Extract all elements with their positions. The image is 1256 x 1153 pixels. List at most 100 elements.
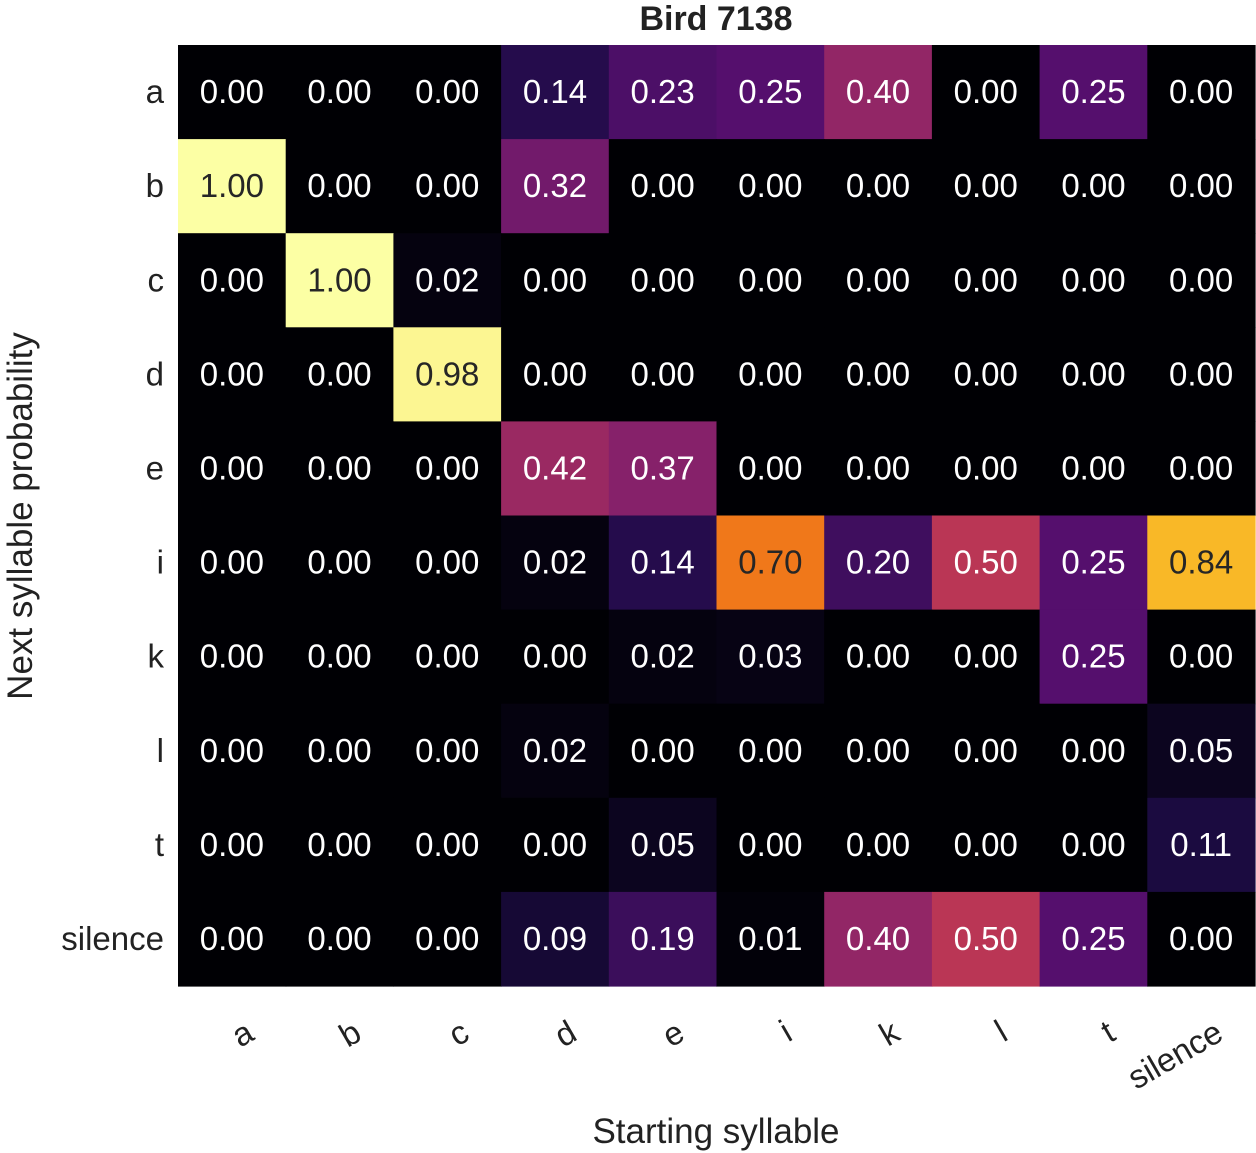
- heatmap-cell: [931, 421, 1041, 517]
- cell-value-label: 0.00: [1061, 826, 1125, 863]
- cell-value-label: 0.00: [307, 826, 371, 863]
- cell-value-label: 0.00: [738, 261, 802, 298]
- x-tick-label: b: [333, 1013, 367, 1054]
- cell-value-label: 0.70: [738, 544, 802, 581]
- cell-value-label: 0.00: [200, 449, 264, 486]
- cell-value-label: 0.00: [200, 732, 264, 769]
- x-tick-label: k: [873, 1013, 906, 1054]
- x-tick-label: e: [656, 1013, 690, 1054]
- heatmap-cell: [1039, 139, 1148, 234]
- heatmap-cell: [178, 797, 287, 893]
- x-tick-label: i: [773, 1013, 798, 1049]
- heatmap-cell: [1039, 797, 1148, 893]
- cell-value-label: 0.00: [738, 167, 802, 204]
- heatmap-cell: [501, 515, 610, 611]
- heatmap-cell: [824, 421, 933, 517]
- cell-value-label: 0.00: [200, 73, 264, 110]
- cell-value-label: 0.11: [1170, 826, 1232, 863]
- y-tick-label: b: [146, 167, 164, 204]
- cell-value-label: 0.40: [846, 73, 910, 110]
- cell-value-label: 0.25: [738, 73, 802, 110]
- heatmap-cell: [285, 327, 394, 422]
- cell-value-label: 0.14: [523, 73, 587, 110]
- cell-value-label: 0.00: [415, 449, 479, 486]
- cell-value-label: 0.00: [1061, 732, 1125, 769]
- y-tick-label: l: [157, 732, 164, 769]
- heatmap-cell: [824, 515, 933, 611]
- heatmap-cell: [1039, 327, 1148, 422]
- cell-value-label: 0.25: [1061, 73, 1125, 110]
- cell-value-label: 0.00: [523, 638, 587, 675]
- heatmap-cell: [285, 421, 394, 517]
- cell-value-label: 0.20: [846, 544, 910, 581]
- heatmap-cell: [931, 703, 1041, 799]
- cell-value-label: 0.00: [1169, 73, 1233, 110]
- heatmap-cell: [931, 609, 1041, 705]
- cell-value-label: 0.00: [523, 261, 587, 298]
- heatmap-cell: [393, 421, 502, 517]
- heatmap-cell: [824, 703, 933, 799]
- cell-value-label: 0.00: [200, 920, 264, 957]
- cell-value-label: 0.00: [631, 355, 695, 392]
- heatmap-cell: [608, 233, 718, 328]
- cell-value-label: 0.40: [846, 920, 910, 957]
- cell-value-label: 0.19: [631, 920, 695, 957]
- cell-value-label: 0.00: [415, 732, 479, 769]
- cell-value-label: 0.00: [415, 826, 479, 863]
- heatmap-cell: [1147, 703, 1256, 799]
- cell-value-label: 0.50: [954, 544, 1018, 581]
- cell-value-label: 0.00: [1061, 449, 1125, 486]
- heatmap-cell: [285, 139, 394, 234]
- cell-value-label: 0.00: [415, 544, 479, 581]
- cell-value-label: 0.00: [1169, 167, 1233, 204]
- cell-value-label: 0.00: [415, 638, 479, 675]
- cell-value-label: 0.00: [307, 638, 371, 675]
- cell-value-label: 0.05: [631, 826, 695, 863]
- cell-value-label: 0.00: [307, 355, 371, 392]
- cell-value-label: 0.25: [1061, 544, 1125, 581]
- heatmap-cell: [393, 327, 502, 422]
- heatmap-cell: [285, 515, 394, 611]
- heatmap-cell: [1147, 515, 1256, 611]
- y-tick-labels: a b c d e i k l t silence: [61, 73, 164, 957]
- cell-value-label: 0.01: [738, 920, 802, 957]
- cell-value-label: 0.00: [846, 638, 910, 675]
- heatmap-cell: [285, 797, 394, 893]
- heatmap-cell: [716, 45, 825, 140]
- cell-value-label: 0.84: [1169, 544, 1233, 581]
- x-tick-label: l: [988, 1013, 1013, 1049]
- heatmap-cell: [178, 609, 287, 705]
- cell-value-label: 0.00: [738, 826, 802, 863]
- cell-value-label: 0.00: [523, 826, 587, 863]
- y-tick-label: c: [148, 261, 165, 298]
- heatmap-cell: [1147, 797, 1256, 893]
- heatmap-cell: [716, 139, 825, 234]
- heatmap-cell: [393, 45, 502, 140]
- cell-value-label: 0.00: [200, 355, 264, 392]
- cell-value-label: 0.02: [523, 544, 587, 581]
- cell-value-label: 0.03: [738, 638, 802, 675]
- heatmap-cell: [178, 233, 287, 328]
- cell-value-label: 0.00: [200, 261, 264, 298]
- cell-value-label: 0.00: [1061, 167, 1125, 204]
- heatmap-cell: [393, 703, 502, 799]
- y-tick-label: a: [146, 73, 165, 110]
- cell-value-label: 0.00: [846, 449, 910, 486]
- cell-value-label: 0.00: [1169, 355, 1233, 392]
- heatmap-cell: [178, 891, 287, 987]
- heatmap-cell: [824, 45, 933, 140]
- cell-value-label: 0.00: [523, 355, 587, 392]
- cell-value-label: 0.00: [631, 261, 695, 298]
- heatmap-cell: [1039, 233, 1148, 328]
- heatmap-cell: [716, 421, 825, 517]
- cell-value-label: 0.09: [523, 920, 587, 957]
- heatmap-cell: [393, 139, 502, 234]
- cell-value-label: 0.00: [846, 355, 910, 392]
- heatmap-cell: [608, 891, 718, 987]
- cell-value-label: 0.00: [954, 73, 1018, 110]
- heatmap-cell: [824, 797, 933, 893]
- cell-value-label: 0.02: [523, 732, 587, 769]
- heatmap-cell: [393, 609, 502, 705]
- cell-value-label: 0.00: [1169, 638, 1233, 675]
- heatmap-cell: [931, 515, 1041, 611]
